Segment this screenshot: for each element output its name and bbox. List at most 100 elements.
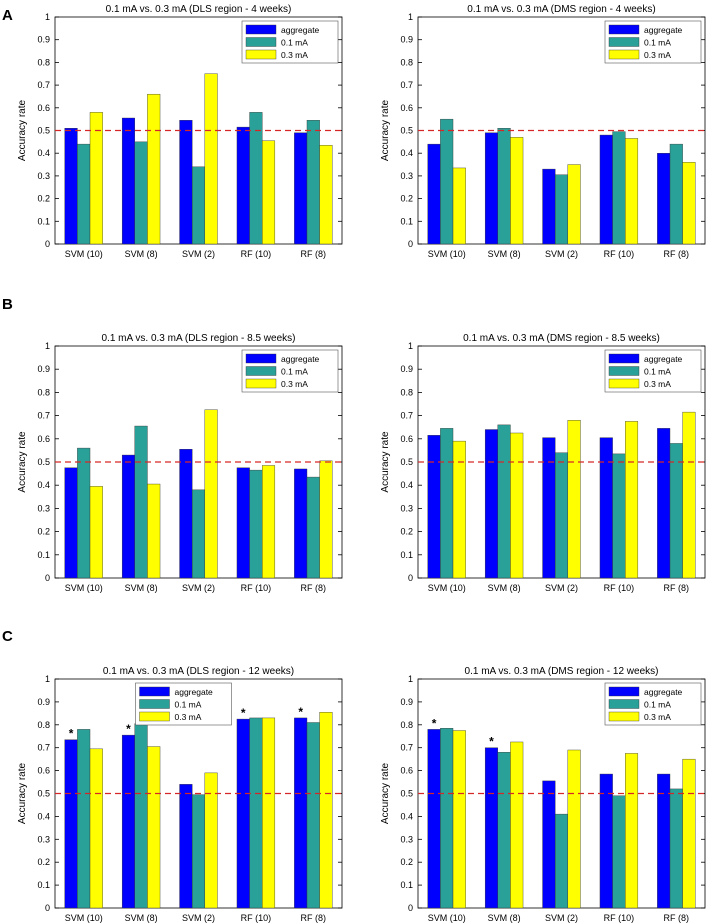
legend: aggregate 0.1 mA 0.3 mA: [604, 20, 702, 64]
y-tick-label: 0.3: [400, 834, 413, 844]
x-tick-label: RF (10): [241, 249, 272, 259]
bar-aggregate: [236, 718, 250, 909]
bar-0-3-ma: [89, 486, 103, 579]
y-tick-label: 0.6: [37, 434, 50, 444]
bar-0-1-ma: [612, 795, 626, 909]
bar-0-3-ma: [567, 420, 581, 579]
bar-0-3-ma: [147, 93, 161, 245]
bar-aggregate: [236, 467, 250, 579]
bar-aggregate: [427, 143, 441, 245]
significance-star: *: [489, 735, 494, 749]
bar-0-3-ma: [319, 460, 333, 579]
x-tick-label: SVM (2): [545, 913, 578, 923]
y-axis-label: Accuracy rate: [380, 99, 391, 161]
bar-0-1-ma: [77, 143, 91, 245]
y-tick-label: 0.4: [400, 148, 413, 158]
x-tick-label: SVM (8): [125, 249, 158, 259]
x-tick-label: SVM (8): [125, 583, 158, 593]
bar-0-3-ma: [682, 162, 696, 245]
bar-0-1-ma: [306, 476, 320, 579]
y-tick-label: 0.1: [400, 550, 413, 560]
legend: aggregate 0.1 mA 0.3 mA: [135, 682, 232, 726]
bar-aggregate: [542, 168, 556, 245]
panel-letter-c: C: [2, 628, 13, 645]
bar-0-1-ma: [612, 453, 626, 579]
y-axis-label: Accuracy rate: [17, 431, 28, 493]
legend-swatch: [245, 366, 277, 376]
x-tick-label: SVM (10): [65, 249, 103, 259]
chart-6: 0.1 mA vs. 0.3 mA (DMS region - 12 weeks…: [380, 666, 706, 923]
bar-aggregate: [294, 717, 308, 909]
legend-swatch: [608, 24, 640, 35]
bar-0-3-ma: [319, 145, 333, 245]
y-tick-label: 0.1: [37, 550, 50, 560]
legend-label: 0.3 mA: [644, 379, 671, 389]
chart-3: 0.1 mA vs. 0.3 mA (DLS region - 8.5 week…: [17, 333, 343, 593]
x-tick-label: RF (8): [664, 913, 690, 923]
x-tick-label: SVM (8): [488, 583, 521, 593]
x-tick-label: SVM (2): [545, 249, 578, 259]
y-tick-label: 0.8: [400, 57, 413, 67]
x-tick-label: RF (8): [301, 249, 327, 259]
y-tick-label: 0.9: [400, 364, 413, 374]
bar-0-3-ma: [625, 138, 639, 245]
bar-0-3-ma: [510, 137, 524, 245]
y-tick-label: 0.8: [37, 387, 50, 397]
bar-0-3-ma: [262, 465, 276, 579]
legend-label: 0.1 mA: [644, 38, 671, 48]
x-tick-label: SVM (10): [428, 913, 466, 923]
bar-0-3-ma: [682, 758, 696, 909]
y-tick-label: 0.4: [37, 480, 50, 490]
x-tick-label: SVM (8): [488, 913, 521, 923]
bar-aggregate: [484, 747, 498, 909]
y-tick-label: 0.7: [37, 743, 50, 753]
bar-0-1-ma: [134, 141, 148, 245]
x-tick-label: RF (10): [604, 913, 635, 923]
legend: aggregate 0.1 mA 0.3 mA: [604, 682, 702, 726]
legend-label: aggregate: [281, 25, 320, 35]
x-tick-label: RF (8): [301, 583, 327, 593]
bar-0-3-ma: [147, 483, 161, 579]
y-tick-label: 0.2: [37, 194, 50, 204]
bar-0-3-ma: [452, 440, 466, 579]
y-tick-label: 0.8: [400, 387, 413, 397]
y-tick-label: 0.6: [400, 103, 413, 113]
x-tick-label: SVM (2): [182, 249, 215, 259]
bar-aggregate: [294, 132, 308, 245]
bar-aggregate: [294, 468, 308, 579]
bar-aggregate: [427, 729, 441, 909]
y-tick-label: 0.9: [37, 35, 50, 45]
x-tick-label: RF (8): [664, 583, 690, 593]
legend-label: aggregate: [175, 687, 214, 697]
panel-letter-a: A: [2, 7, 13, 24]
panel-letter-b: B: [2, 296, 13, 313]
bar-0-3-ma: [452, 730, 466, 909]
legend-swatch: [139, 711, 170, 722]
y-tick-label: 0.7: [37, 411, 50, 421]
bar-aggregate: [121, 734, 135, 909]
legend-swatch: [245, 353, 277, 364]
bar-0-3-ma: [204, 772, 218, 909]
bar-0-3-ma: [510, 432, 524, 579]
y-tick-label: 0.2: [37, 527, 50, 537]
x-tick-label: RF (10): [604, 249, 635, 259]
y-tick-label: 0.5: [400, 457, 413, 467]
bar-0-1-ma: [191, 794, 206, 909]
legend-swatch: [608, 378, 640, 389]
legend-swatch: [245, 37, 277, 47]
bar-0-1-ma: [191, 489, 206, 579]
bar-0-1-ma: [249, 469, 263, 579]
legend-label: 0.3 mA: [175, 712, 202, 722]
x-tick-label: RF (8): [664, 249, 690, 259]
x-tick-label: RF (10): [241, 583, 272, 593]
bar-0-1-ma: [440, 728, 454, 909]
y-tick-label: 0.4: [37, 148, 50, 158]
legend-label: 0.3 mA: [644, 712, 671, 722]
legend-label: aggregate: [281, 354, 320, 364]
chart-title: 0.1 mA vs. 0.3 mA (DMS region - 4 weeks): [467, 4, 655, 15]
y-tick-label: 0.7: [400, 80, 413, 90]
y-axis-label: Accuracy rate: [380, 762, 391, 824]
y-tick-label: 0.9: [37, 697, 50, 707]
bar-0-1-ma: [497, 128, 511, 245]
y-tick-label: 0.1: [37, 880, 50, 890]
